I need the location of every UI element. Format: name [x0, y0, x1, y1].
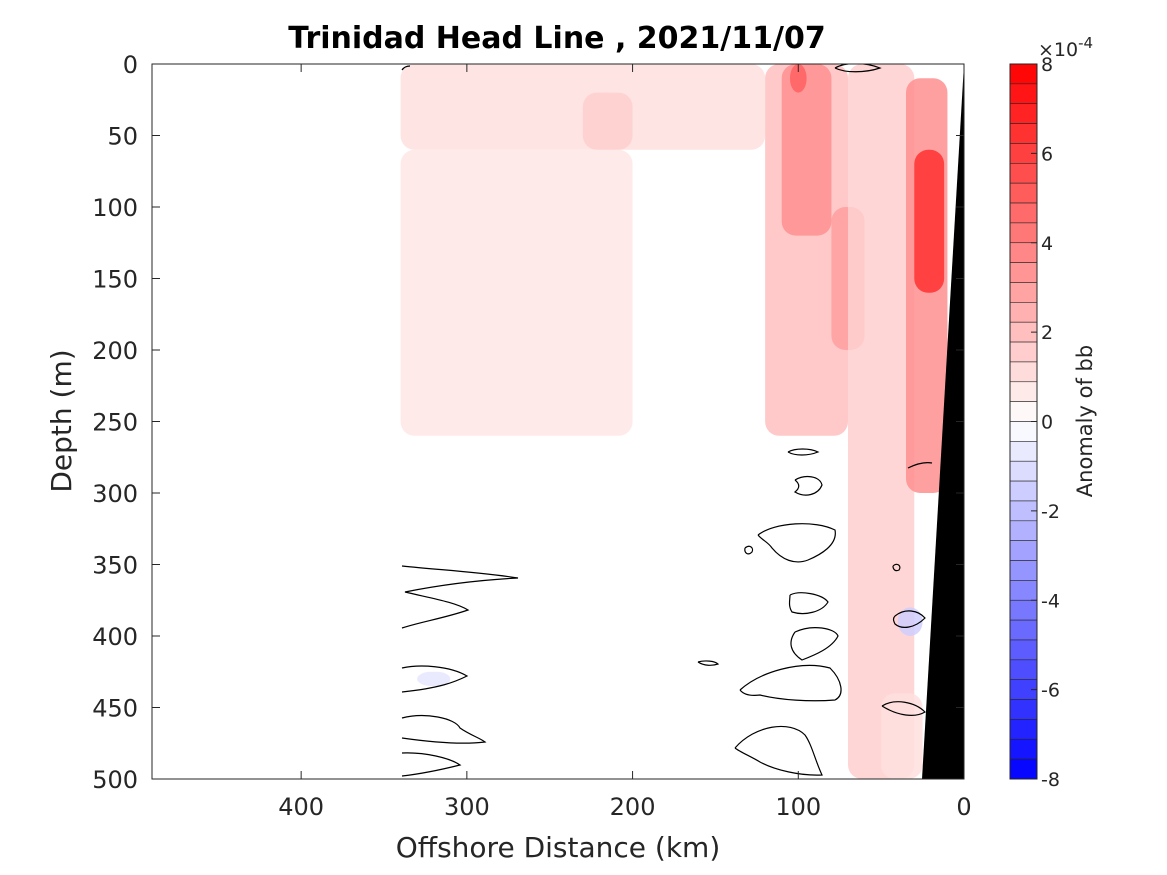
colorbar-tick-label: 8 [1041, 54, 1053, 76]
colorbar-exponent-power: -4 [1078, 34, 1093, 52]
y-tick-label: 200 [92, 337, 138, 365]
colorbar-level [1009, 123, 1038, 144]
colorbar-level [1009, 738, 1038, 760]
zero-contour [892, 563, 901, 572]
colorbar-ticks: 8 6 4 2 0 -2 -4 -6 -8 [1031, 54, 1060, 791]
zero-contour [401, 752, 462, 777]
zero-contour [793, 475, 823, 496]
colorbar-level [1009, 182, 1038, 204]
y-axis-title: Depth (m) [45, 349, 78, 492]
colorbar-tick-label: 6 [1041, 143, 1053, 165]
x-axis: 400 300 200 100 0 [278, 64, 972, 821]
colorbar-level [1009, 63, 1038, 85]
colorbar-level [1009, 302, 1038, 323]
zero-contour [697, 660, 720, 666]
y-tick-label: 0 [123, 51, 138, 79]
colorbar-exponent-base: ×10 [1038, 39, 1078, 61]
x-tick-label: 300 [444, 793, 490, 821]
colorbar-level [1009, 401, 1038, 422]
colorbar-level [1009, 381, 1038, 402]
x-tick-label: 200 [610, 793, 656, 821]
colorbar-level [1009, 480, 1038, 502]
colorbar-level [1009, 460, 1038, 482]
colorbar-tick-label: -8 [1041, 769, 1060, 791]
ocean-bottom [922, 64, 964, 779]
colorbar-level [1009, 341, 1038, 363]
anomaly-region [914, 149, 945, 293]
x-tick-label: 100 [775, 793, 821, 821]
colorbar-level [1009, 619, 1038, 641]
anomaly-region [848, 64, 915, 779]
colorbar-level [1009, 163, 1038, 184]
x-tick-label: 0 [956, 793, 971, 821]
colorbar-tick-label: 4 [1041, 233, 1053, 255]
colorbar-level [1009, 580, 1038, 601]
zero-contour [734, 725, 823, 776]
colorbar-level [1009, 699, 1038, 720]
colorbar-level [1009, 103, 1038, 124]
y-tick-label: 100 [92, 194, 138, 222]
zero-contour [744, 545, 754, 555]
colorbar-level [1009, 361, 1038, 383]
colorbar-level [1009, 639, 1038, 661]
colorbar-tick-label: -4 [1041, 590, 1060, 612]
zero-contour [401, 665, 469, 693]
anomaly-region [400, 149, 633, 436]
zero-contour [790, 627, 839, 661]
y-tick-label: 400 [92, 623, 138, 651]
x-tick-label: 400 [278, 793, 324, 821]
anomaly-region [897, 607, 923, 636]
colorbar-tick-label: 2 [1041, 322, 1053, 344]
colorbar-level [1009, 282, 1038, 303]
colorbar-level [1009, 202, 1038, 224]
y-tick-label: 300 [92, 480, 138, 508]
colorbar-level [1009, 719, 1038, 740]
colorbar-title: Anomaly of bb [1073, 345, 1097, 497]
colorbar-level [1009, 758, 1038, 780]
zero-contour [787, 448, 820, 456]
anomaly-region [417, 671, 451, 687]
y-tick-label: 250 [92, 409, 138, 437]
anomaly-region [781, 64, 832, 236]
zero-contour [757, 523, 836, 563]
y-tick-label: 500 [92, 766, 138, 794]
chart-title: Trinidad Head Line , 2021/11/07 [288, 21, 825, 56]
y-tick-label: 50 [107, 123, 138, 151]
zero-contour [401, 565, 519, 629]
colorbar-level [1009, 242, 1038, 263]
y-tick-label: 150 [92, 266, 138, 294]
colorbar-tick-label: -6 [1041, 680, 1060, 702]
anomaly-field [400, 64, 948, 779]
plot-area [151, 63, 965, 780]
anomaly-region [881, 693, 923, 779]
x-axis-title: Offshore Distance (km) [396, 831, 721, 864]
colorbar-level [1009, 540, 1038, 561]
zero-contour [881, 701, 926, 716]
colorbar-level [1009, 441, 1038, 462]
y-tick-label: 450 [92, 695, 138, 723]
colorbar-level [1009, 560, 1038, 581]
colorbar-tick-label: 0 [1041, 412, 1053, 434]
y-axis: 0 50 100 150 200 250 300 350 400 450 500 [92, 51, 964, 794]
colorbar-level [1009, 83, 1038, 105]
colorbar-level [1009, 222, 1038, 244]
zero-contour [892, 610, 926, 628]
zero-contour [907, 462, 933, 469]
colorbar-level [1009, 599, 1038, 621]
colorbar-tick-label: -2 [1041, 501, 1060, 523]
zero-contour [739, 664, 842, 702]
colorbar-level [1009, 421, 1038, 442]
colorbar-level [1009, 520, 1038, 541]
zero-contour [788, 592, 829, 615]
anomaly-region [582, 92, 633, 150]
zero-contour [401, 715, 487, 744]
colorbar-level [1009, 262, 1038, 283]
colorbar-level [1009, 659, 1038, 680]
anomaly-region [790, 64, 807, 93]
y-tick-label: 350 [92, 552, 138, 580]
colorbar-exponent: ×10-4 [1038, 34, 1093, 61]
zero-contour [401, 65, 411, 71]
